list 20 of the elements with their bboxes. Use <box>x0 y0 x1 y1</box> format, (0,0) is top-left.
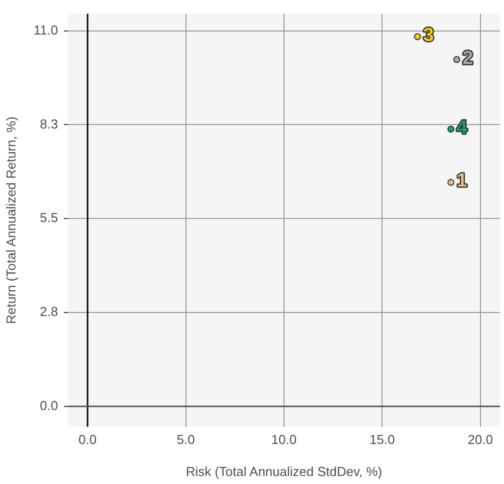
x-tick-label: 0.0 <box>78 432 97 448</box>
point <box>414 33 422 40</box>
series-label: 3 <box>423 24 434 46</box>
point <box>447 126 454 133</box>
x-tick-label: 20.0 <box>468 432 494 448</box>
y-tick-label: 8.3 <box>40 116 58 132</box>
x-tick-label: 5.0 <box>176 432 195 448</box>
y-tick-label: 11.0 <box>34 22 58 38</box>
point <box>453 56 460 64</box>
y-tick-label: 5.5 <box>40 210 58 226</box>
x-axis-title: Risk (Total Annualized StdDev, %) <box>186 464 382 479</box>
point <box>447 178 454 186</box>
y-axis-title: Return (Total Annualized Return, %) <box>3 116 18 324</box>
series-label: 4 <box>456 117 468 138</box>
x-tick-label: 10.0 <box>271 432 297 448</box>
y-tick-label: 2.8 <box>40 304 58 320</box>
series-label: 2 <box>462 48 474 69</box>
y-tick-label: 0.0 <box>40 398 58 413</box>
series-label: 1 <box>456 170 468 192</box>
x-tick-label: 15.0 <box>370 432 395 448</box>
